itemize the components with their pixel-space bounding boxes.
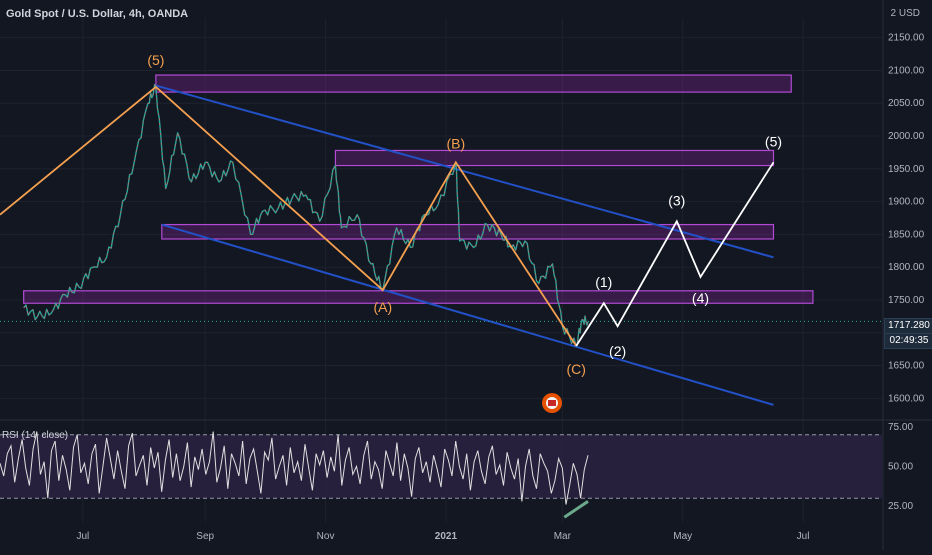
currency-prefix: 2 <box>890 8 897 19</box>
rsi-tick-label: 75.00 <box>888 422 913 433</box>
time-tick-label: Mar <box>554 531 572 542</box>
impulse-projection-path[interactable] <box>575 161 775 347</box>
supply-zone-box[interactable] <box>155 74 792 93</box>
currency-label[interactable]: 2 USD <box>891 8 920 19</box>
time-tick-label: Jul <box>797 531 810 542</box>
bar-countdown: 02:49:35 <box>884 333 932 349</box>
price-tick-label: 2100.00 <box>888 65 925 76</box>
wave-label: (5) <box>147 52 164 68</box>
time-tick-label: Nov <box>317 531 335 542</box>
price-tick-label: 1600.00 <box>888 393 925 404</box>
news-flag-icon[interactable] <box>542 393 562 413</box>
supply-zone-box[interactable] <box>23 290 814 304</box>
price-tick-label: 1800.00 <box>888 262 925 273</box>
time-tick-label: May <box>673 531 692 542</box>
time-tick-label: Jul <box>76 531 89 542</box>
projection-wave-label: (3) <box>668 192 685 208</box>
projection-wave-label: (5) <box>765 133 782 149</box>
supply-zone-box[interactable] <box>334 149 775 167</box>
rsi-line <box>0 431 589 505</box>
price-tick-label: 1750.00 <box>888 295 925 306</box>
rsi-tick-label: 50.00 <box>888 461 913 472</box>
time-tick-label: 2021 <box>435 531 458 542</box>
rsi-divergence-line[interactable] <box>563 500 589 519</box>
wave-label: (A) <box>373 299 392 315</box>
current-price-tag: 1717.280 <box>884 318 932 334</box>
time-tick-label: Sep <box>196 531 214 542</box>
price-series-wicks <box>23 84 589 347</box>
rsi-band-fill <box>0 434 882 499</box>
symbol-title: Gold Spot / U.S. Dollar, 4h, OANDA <box>6 8 189 20</box>
wave-label: (B) <box>446 135 465 151</box>
rsi-title: RSI (14, close) <box>2 430 69 441</box>
projection-wave-label: (4) <box>692 290 709 306</box>
projection-wave-label: (2) <box>609 343 626 359</box>
channel-trendline[interactable] <box>155 84 774 259</box>
price-tick-label: 1650.00 <box>888 361 925 372</box>
wave-label: (C) <box>566 361 585 377</box>
price-tick-label: 1900.00 <box>888 197 925 208</box>
price-tick-label: 2000.00 <box>888 131 925 142</box>
rsi-tick-label: 25.00 <box>888 501 913 512</box>
channel-trendline[interactable] <box>161 223 774 406</box>
price-tick-label: 2150.00 <box>888 33 925 44</box>
price-tick-label: 1850.00 <box>888 229 925 240</box>
price-tick-label: 2050.00 <box>888 98 925 109</box>
currency-code: USD <box>898 8 920 19</box>
price-tick-label: 1950.00 <box>888 164 925 175</box>
projection-wave-label: (1) <box>595 274 612 290</box>
elliott-corrective-wave[interactable] <box>0 85 577 347</box>
